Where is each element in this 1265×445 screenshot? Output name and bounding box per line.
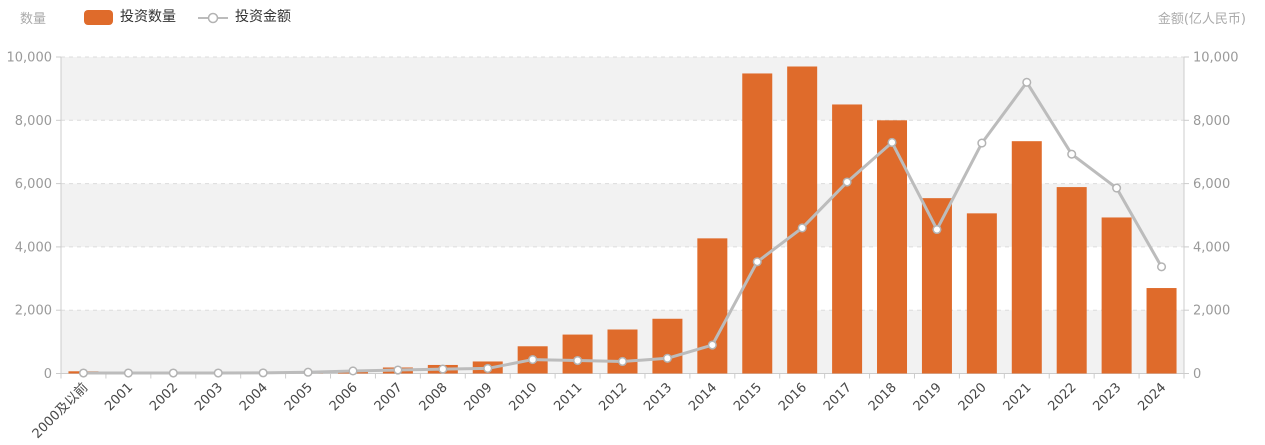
y-axis-label-right: 10,000 [1193,51,1239,66]
line-point-2019[interactable] [932,224,942,235]
x-axis-label: 2024 [1135,380,1169,414]
line-point-2008[interactable] [438,364,448,374]
bar-2023[interactable] [1101,217,1132,374]
y-axis-label-right: 8,000 [1193,114,1230,129]
x-axis-label: 2006 [327,380,361,414]
legend-label-line: 投资金额 [235,9,291,25]
line-point-2015[interactable] [752,257,762,267]
x-axis-label: 2010 [506,380,540,414]
bar-2020[interactable] [966,213,997,374]
x-axis-label: 2015 [731,380,765,414]
x-axis-label: 2011 [551,380,585,414]
line-point-2014[interactable] [707,340,717,350]
x-axis-label: 2020 [956,380,990,414]
line-point-2002[interactable] [168,368,178,378]
y-axis-label-right: 6,000 [1193,177,1230,192]
line-point-2001[interactable] [123,368,133,378]
x-axis-label: 2012 [596,380,630,414]
x-axis-label: 2019 [911,380,945,414]
bar-series-swatch-icon [84,9,113,25]
legend-item-bar-series[interactable]: 投资数量 [84,7,176,27]
line-point-2000及以前[interactable] [78,368,89,378]
y-axis-label-right: 4,000 [1193,240,1230,255]
line-point-2023[interactable] [1112,183,1122,193]
bar-2018[interactable] [877,120,908,374]
bar-2012[interactable] [607,329,638,374]
right-axis-title: 金额(亿人民币) [1157,12,1246,27]
bar-2014[interactable] [697,238,728,374]
x-axis-label: 2018 [866,380,900,414]
line-series-marker-icon [198,10,228,24]
bar-series [68,66,1177,374]
line-point-2003[interactable] [213,368,223,378]
line-point-2013[interactable] [662,353,672,363]
x-axis-label: 2008 [417,380,451,414]
x-axis-label: 2023 [1090,380,1124,414]
bar-2019[interactable] [921,198,952,374]
line-series-points [78,77,1167,378]
bar-2021[interactable] [1011,141,1042,374]
bar-2022[interactable] [1056,187,1087,374]
line-point-2021[interactable] [1022,77,1032,87]
line-point-2006[interactable] [348,366,358,376]
line-point-2010[interactable] [528,355,538,365]
y-axis-label-left: 0 [44,367,52,382]
line-point-2005[interactable] [303,367,313,377]
line-point-2007[interactable] [393,365,403,375]
x-axis-label: 2017 [821,380,855,414]
line-point-2012[interactable] [617,356,628,367]
line-point-2004[interactable] [258,368,268,378]
legend: 投资数量 投资金额 [84,7,291,27]
line-point-2017[interactable] [842,177,852,187]
x-axis-label: 2007 [372,380,406,414]
x-axis-label: 2005 [282,380,316,414]
legend-label-bar: 投资数量 [120,9,176,25]
y-axis-label-left: 2,000 [15,304,52,319]
y-axis-label-right: 2,000 [1193,304,1230,319]
split-area-band [61,57,1184,121]
bar-2017[interactable] [832,104,863,374]
line-point-2011[interactable] [573,355,583,366]
bar-2016[interactable] [787,66,818,374]
line-point-2020[interactable] [977,138,987,148]
bar-2015[interactable] [742,73,773,374]
x-axis-label: 2013 [641,380,675,414]
line-point-2024[interactable] [1156,262,1167,272]
y-axis-label-left: 4,000 [15,240,52,255]
left-axis-title: 数量 [20,12,47,27]
line-point-2022[interactable] [1067,149,1077,159]
y-axis-label-left: 6,000 [15,177,52,192]
line-point-2009[interactable] [483,363,493,373]
y-axis-label-right: 0 [1193,367,1201,382]
x-axis-label: 2022 [1046,380,1080,414]
x-axis-label: 2021 [1001,380,1035,414]
x-axis-label: 2003 [192,380,226,414]
line-point-2016[interactable] [797,223,807,233]
bar-2013[interactable] [652,318,683,374]
line-point-2018[interactable] [887,137,897,148]
legend-item-line-series[interactable]: 投资金额 [198,7,291,27]
bar-2024[interactable] [1146,288,1177,374]
y-axis-label-left: 8,000 [15,114,52,129]
x-axis-label: 2002 [147,380,181,414]
y-axis-label-left: 10,000 [7,51,53,66]
bar-2011[interactable] [562,334,593,374]
x-axis-label: 2014 [686,380,720,414]
x-axis-label: 2009 [462,380,496,414]
x-axis-label: 2016 [776,380,810,414]
x-axis-label: 2001 [102,380,136,414]
x-axis-label: 2004 [237,380,271,414]
x-axis-label: 2000及以前 [29,380,91,442]
